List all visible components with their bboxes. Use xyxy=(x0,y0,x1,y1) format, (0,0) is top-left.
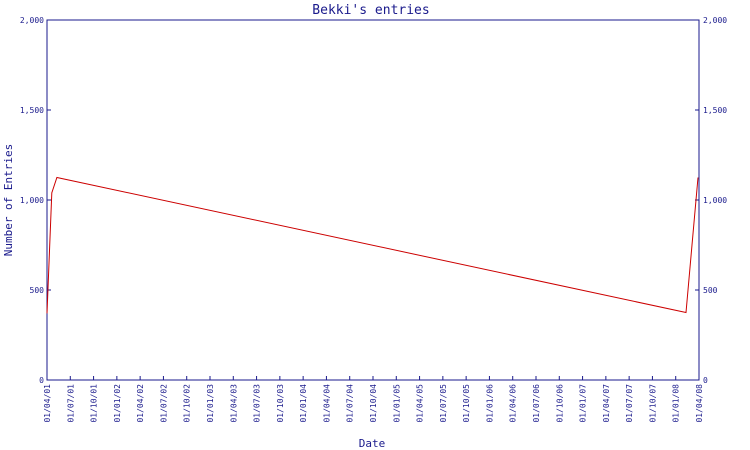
y-tick-label-left: 500 xyxy=(30,286,45,295)
y-tick-label-right: 2,000 xyxy=(703,16,727,25)
x-tick-label: 01/01/06 xyxy=(485,384,494,423)
x-tick-label: 01/10/06 xyxy=(555,384,564,423)
series-line xyxy=(46,176,699,314)
x-tick-label: 01/04/02 xyxy=(136,384,145,423)
x-tick-label: 01/01/05 xyxy=(392,384,401,423)
x-tick-label: 01/10/01 xyxy=(90,384,99,423)
x-tick-label: 01/04/04 xyxy=(322,384,331,423)
x-tick-label: 01/07/03 xyxy=(253,384,262,423)
x-tick-label: 01/07/05 xyxy=(439,384,448,423)
series-group xyxy=(46,176,699,314)
x-tick-label: 01/10/02 xyxy=(183,384,192,423)
x-tick-label: 01/04/01 xyxy=(43,384,52,423)
x-tick-label: 01/10/05 xyxy=(462,384,471,423)
x-tick-label: 01/07/04 xyxy=(346,384,355,423)
y-axis-label: Number of Entries xyxy=(2,144,15,257)
y-tick-label-left: 2,000 xyxy=(20,16,44,25)
x-tick-label: 01/07/06 xyxy=(532,384,541,423)
plot-frame xyxy=(46,19,700,381)
y-tick-label-right: 1,000 xyxy=(703,196,727,205)
x-tick-label: 01/07/02 xyxy=(159,384,168,423)
y-axis-right: 0 500 1,000 1,500 2,000 xyxy=(695,16,727,385)
x-tick-label: 01/07/01 xyxy=(66,384,75,423)
x-tick-label: 01/04/05 xyxy=(416,384,425,423)
y-tick-label-right: 0 xyxy=(703,376,708,385)
x-tick-label: 01/01/03 xyxy=(206,384,215,423)
y-tick-label-left: 1,000 xyxy=(20,196,44,205)
x-tick-label: 01/01/07 xyxy=(579,384,588,423)
x-axis: 01/04/01 01/07/01 01/10/01 01/01/02 01/04/02… xyxy=(43,376,704,423)
x-axis-label: Date xyxy=(359,437,386,450)
y-tick-label-left: 1,500 xyxy=(20,106,44,115)
x-tick-label: 01/01/02 xyxy=(113,384,122,423)
y-tick-label-right: 1,500 xyxy=(703,106,727,115)
x-tick-label: 01/10/03 xyxy=(276,384,285,423)
x-tick-label: 01/04/03 xyxy=(229,384,238,423)
x-tick-label: 01/04/08 xyxy=(695,384,704,423)
chart-title: Bekki's entries xyxy=(312,3,429,18)
y-axis-left: 0 500 1,000 1,500 2,000 xyxy=(20,16,51,385)
x-tick-label: 01/04/06 xyxy=(509,384,518,423)
x-tick-label: 01/01/08 xyxy=(672,384,681,423)
x-tick-label: 01/10/07 xyxy=(648,384,657,423)
x-tick-label: 01/10/04 xyxy=(369,384,378,423)
x-tick-label: 01/07/07 xyxy=(625,384,634,423)
x-tick-label: 01/04/07 xyxy=(602,384,611,423)
x-tick-label: 01/01/04 xyxy=(299,384,308,423)
y-tick-label-right: 500 xyxy=(703,286,718,295)
y-tick-label-left: 0 xyxy=(39,376,44,385)
